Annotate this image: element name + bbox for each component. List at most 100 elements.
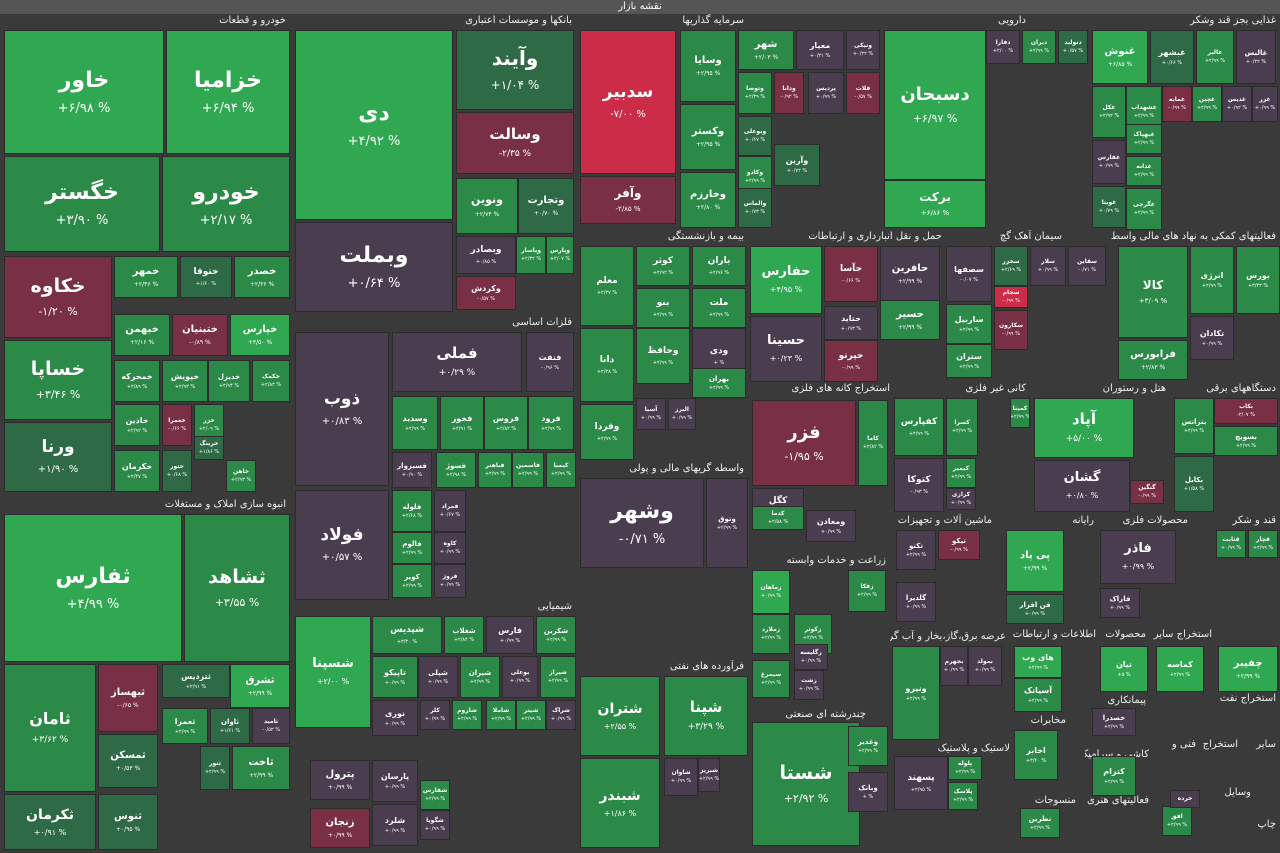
treemap-tile[interactable]: خاذین +۲/۹۲ % (114, 404, 160, 446)
treemap-tile[interactable]: شهر +۲/۰۳ % (738, 30, 794, 70)
treemap-tile[interactable]: ثعمرا +۲/۹۹ % (162, 708, 208, 744)
treemap-tile[interactable]: بکاب -۲/۰۷ % (1214, 398, 1278, 424)
treemap-tile[interactable]: وتجارت +۰/۷۰ % (518, 178, 574, 234)
treemap-tile[interactable]: خاور +۶/۹۸ % (4, 30, 164, 154)
treemap-tile[interactable]: کالا +۳/۰۹ % (1118, 246, 1188, 338)
treemap-tile[interactable]: خکاوه -۱/۲۰ % (4, 256, 112, 338)
treemap-tile[interactable]: های وب +۲/۹۹ % (1014, 646, 1062, 678)
treemap-tile[interactable]: شبریز +۲/۹۹ % (698, 758, 720, 792)
treemap-tile[interactable]: خکمک +۲/۸۳ % (252, 360, 290, 402)
treemap-tile[interactable]: ثتور +۲/۹۹ % (200, 746, 230, 790)
treemap-tile[interactable]: فرابورس +۲/۸۳ % (1118, 340, 1188, 380)
treemap-tile[interactable]: دفارا +۲/۰۰ % (986, 30, 1020, 64)
treemap-tile[interactable]: غچین +۲/۹۹ % (1192, 86, 1222, 122)
treemap-tile[interactable]: بجهرم +۰/۹۹ % (940, 646, 968, 686)
treemap-tile[interactable]: پلوله +۲/۹۹ % (948, 756, 982, 780)
treemap-tile[interactable]: فالوم +۲/۹۹ % (392, 532, 432, 564)
treemap-tile[interactable]: شستا +۲/۹۲ % (752, 722, 860, 846)
treemap-tile[interactable]: زگلیسه +۰/۹۹ % (794, 644, 828, 670)
treemap-tile[interactable]: ستران +۲/۹۹ % (946, 344, 992, 378)
treemap-tile[interactable]: قچار +۲/۹۹ % (1248, 530, 1278, 558)
treemap-tile[interactable]: بسویچ +۲/۹۹ % (1214, 426, 1278, 456)
treemap-tile[interactable]: سیمرغ +۲/۹۹ % (752, 660, 790, 698)
treemap-tile[interactable]: دانا +۲/۲۸ % (580, 328, 634, 402)
treemap-tile[interactable]: وخارزم +۲/۸۰ % (680, 172, 736, 228)
treemap-tile[interactable]: تیکو -۰/۹۹ % (938, 530, 980, 560)
treemap-tile[interactable]: اخابر +۳/۴۰ % (1014, 730, 1058, 780)
treemap-tile[interactable]: ثنوس +۰/۹۵ % (98, 794, 158, 850)
treemap-tile[interactable]: وبملت +۰/۶۴ % (295, 222, 453, 312)
treemap-tile[interactable]: کیمیا +۲/۹۹ % (546, 452, 576, 488)
treemap-tile[interactable]: ثشرق +۲/۹۹ % (230, 664, 290, 708)
treemap-tile[interactable]: کماسه +۲/۹۹ % (1156, 646, 1204, 692)
treemap-tile[interactable]: وآفر -۲/۸۵ % (580, 176, 676, 224)
treemap-tile[interactable]: کتوکا -۰/۹۳ % (894, 458, 944, 512)
treemap-tile[interactable]: ثامان +۳/۶۲ % (4, 664, 96, 792)
treemap-tile[interactable]: حآسا -۰/۶۶ % (824, 246, 878, 302)
treemap-tile[interactable]: غمایه -۰/۹۹ % (1162, 86, 1192, 122)
treemap-tile[interactable]: غفارس +۰/۹۹ % (1092, 140, 1126, 184)
treemap-tile[interactable]: پسهند +۲/۹۵ % (894, 756, 948, 810)
treemap-tile[interactable]: ختبنیان -۰/۸۹ % (172, 314, 228, 356)
treemap-tile[interactable]: حافرین +۲/۹۹ % (880, 246, 940, 302)
treemap-tile[interactable]: وتوق +۲/۹۹ % (706, 478, 748, 568)
treemap-tile[interactable]: دیران +۲/۹۹ % (1022, 30, 1056, 64)
treemap-tile[interactable]: کدما +۲/۵۸ % (752, 506, 804, 530)
treemap-tile[interactable]: ذوب +۰/۸۳ % (295, 332, 389, 486)
treemap-tile[interactable]: سخزر +۲/۶۹ % (994, 246, 1028, 286)
treemap-tile[interactable]: البرز +۰/۹۹ % (668, 398, 696, 430)
treemap-tile[interactable]: ثامید -۰/۵۳ % (252, 708, 290, 744)
treemap-tile[interactable]: ثفارس +۴/۹۹ % (4, 514, 182, 662)
treemap-tile[interactable]: سصفها -۰/۰۷ % (946, 246, 992, 302)
treemap-tile[interactable]: سکارون -۰/۹۹ % (994, 310, 1028, 350)
treemap-tile[interactable]: نیان +۵ % (1100, 646, 1148, 692)
treemap-tile[interactable]: ودانا -۰/۹۲ % (774, 72, 804, 114)
treemap-tile[interactable]: زفکا +۲/۹۹ % (848, 570, 886, 612)
treemap-tile[interactable]: سقاین -۰/۷۱ % (1068, 246, 1106, 286)
treemap-tile[interactable]: شاوان +۰/۹۹ % (664, 758, 698, 796)
treemap-tile[interactable]: خاهن +۲/۹۳ % (226, 460, 256, 492)
treemap-tile[interactable]: فروژ +۰/۹۹ % (434, 564, 466, 598)
treemap-tile[interactable]: کسرا +۲/۹۹ % (946, 398, 978, 456)
treemap-tile[interactable]: کاما +۲/۸۲ % (858, 400, 888, 486)
treemap-tile[interactable]: باران +۲/۹۶ % (692, 246, 746, 286)
treemap-tile[interactable]: خعمرا -۰/۶۶ % (162, 404, 192, 446)
treemap-tile[interactable]: وآرین +۰/۷۲ % (774, 144, 820, 186)
treemap-tile[interactable]: شیراز +۲/۹۹ % (540, 656, 576, 698)
treemap-tile[interactable]: شراک +۰/۹۹ % (546, 700, 576, 730)
treemap-tile[interactable]: شپلی +۰/۹۹ % (418, 656, 458, 698)
treemap-tile[interactable]: شلرد +۰/۹۹ % (372, 804, 418, 846)
treemap-tile[interactable]: بوعلی +۰/۹۹ % (502, 656, 538, 698)
treemap-tile[interactable]: زملارد +۲/۹۹ % (752, 614, 790, 654)
treemap-tile[interactable]: خبهمن +۲/۱۶ % (114, 314, 170, 356)
treemap-tile[interactable]: والماس +۰/۷۳ % (738, 188, 772, 228)
treemap-tile[interactable]: فزر -۱/۹۵ % (752, 400, 856, 486)
treemap-tile[interactable]: فمراد +۰/۶۷ % (434, 490, 466, 532)
treemap-tile[interactable]: پارسان +۰/۹۹ % (372, 760, 418, 802)
treemap-tile[interactable]: خساپا +۳/۴۶ % (4, 340, 112, 420)
treemap-tile[interactable]: حسینا +۰/۲۳ % (750, 316, 822, 382)
treemap-tile[interactable]: کرازی +۰/۹۹ % (946, 488, 976, 510)
treemap-tile[interactable]: آسیاتک +۲/۹۹ % (1014, 678, 1062, 712)
treemap-tile[interactable]: فاسمین +۲/۹۹ % (512, 452, 544, 488)
treemap-tile[interactable]: ختور +۰/۶۸ % (162, 450, 192, 492)
treemap-tile[interactable]: شاملا +۲/۹۹ % (486, 700, 516, 730)
treemap-tile[interactable]: کاوه +۰/۹۹ % (434, 532, 466, 564)
treemap-tile[interactable]: وکردش -۰/۵۷ % (456, 276, 516, 310)
treemap-tile[interactable]: غنوش +۶/۸۵ % (1092, 30, 1148, 84)
treemap-tile[interactable]: غبشهر +۰/۶۶ % (1150, 30, 1194, 84)
treemap-tile[interactable]: ثتردیس +۲/۹۱ % (162, 664, 230, 698)
treemap-tile[interactable]: ونوین +۲/۷۴ % (456, 178, 518, 234)
treemap-tile[interactable]: خمهر +۲/۴۶ % (114, 256, 178, 298)
treemap-tile[interactable]: کترام +۲/۹۹ % (1092, 756, 1136, 796)
treemap-tile[interactable]: فسوژ +۲/۹۸ % (436, 452, 476, 488)
treemap-tile[interactable]: کیمیر +۲/۹۹ % (946, 458, 976, 488)
treemap-tile[interactable]: فسبزوار +۰/۹۰ % (392, 452, 432, 488)
treemap-tile[interactable]: گشان +۰/۸۰ % (1034, 460, 1130, 512)
treemap-tile[interactable]: وپارس +۲/۰۷ % (546, 236, 574, 274)
treemap-tile[interactable]: بنو +۲/۹۹ % (636, 288, 690, 328)
treemap-tile[interactable]: ونیکی +۰/۲۲ % (846, 30, 880, 70)
treemap-tile[interactable]: بمولد +۰/۹۹ % (968, 646, 1002, 686)
treemap-tile[interactable]: ثکرمان +۰/۹۱ % (4, 794, 96, 850)
treemap-tile[interactable]: خدیزل +۲/۹۴ % (208, 360, 250, 402)
